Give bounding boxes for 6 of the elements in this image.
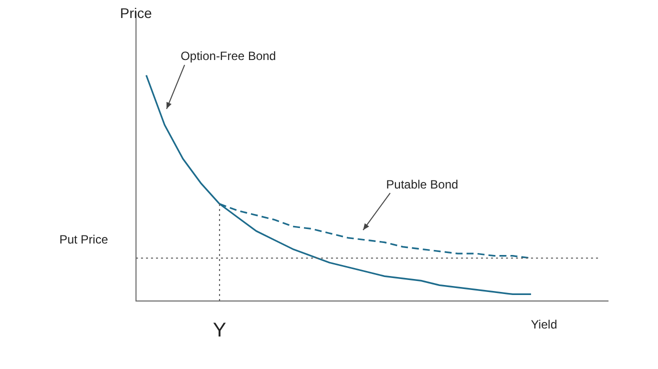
ref-line-label: Put Price — [59, 232, 108, 246]
text: Option-Free Bond — [180, 49, 276, 64]
y-axis-title: Price — [120, 4, 152, 21]
x-axis-title: Yield — [530, 317, 558, 332]
text: Putable Bond — [386, 177, 458, 192]
text: Y — [212, 320, 226, 342]
